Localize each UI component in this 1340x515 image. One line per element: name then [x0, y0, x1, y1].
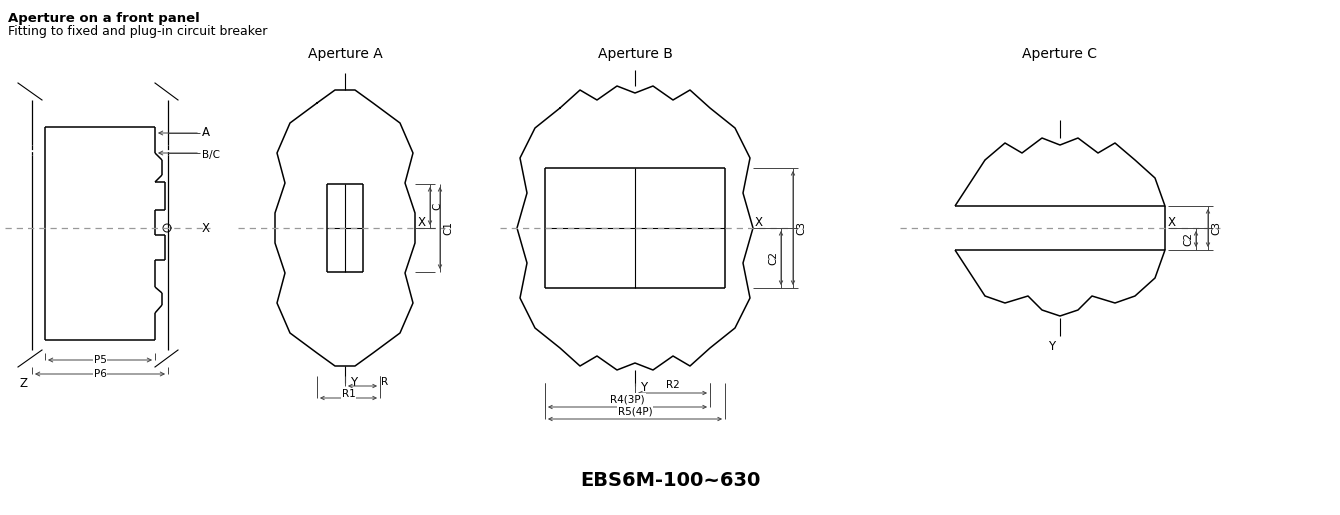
Text: Y: Y [641, 381, 647, 394]
Text: R: R [381, 377, 389, 387]
Text: Y: Y [350, 376, 358, 389]
Text: EBS6M-100~630: EBS6M-100~630 [580, 471, 760, 490]
Text: C3: C3 [796, 221, 805, 235]
Text: R2: R2 [666, 380, 679, 390]
Text: Fitting to fixed and plug-in circuit breaker: Fitting to fixed and plug-in circuit bre… [8, 25, 268, 38]
Text: R4(3P): R4(3P) [610, 394, 645, 404]
Text: Aperture C: Aperture C [1022, 47, 1097, 61]
Text: Aperture A: Aperture A [308, 47, 382, 61]
Text: A: A [202, 127, 210, 140]
Text: X: X [202, 221, 210, 234]
Text: Aperture on a front panel: Aperture on a front panel [8, 12, 200, 25]
Text: X: X [418, 216, 426, 230]
Text: B/C: B/C [202, 150, 220, 160]
Text: Aperture B: Aperture B [598, 47, 673, 61]
Text: Y: Y [1048, 340, 1055, 353]
Text: X: X [754, 216, 762, 230]
Text: X: X [1168, 216, 1177, 230]
Text: C: C [431, 202, 442, 210]
Text: C2: C2 [1183, 232, 1193, 246]
Text: P6: P6 [94, 369, 106, 379]
Text: C1: C1 [444, 221, 453, 235]
Text: C2: C2 [768, 251, 779, 265]
Text: C3: C3 [1211, 221, 1221, 235]
Text: P5: P5 [94, 355, 106, 365]
Text: R5(4P): R5(4P) [618, 406, 653, 416]
Text: Z: Z [20, 377, 28, 390]
Text: R1: R1 [342, 389, 355, 399]
